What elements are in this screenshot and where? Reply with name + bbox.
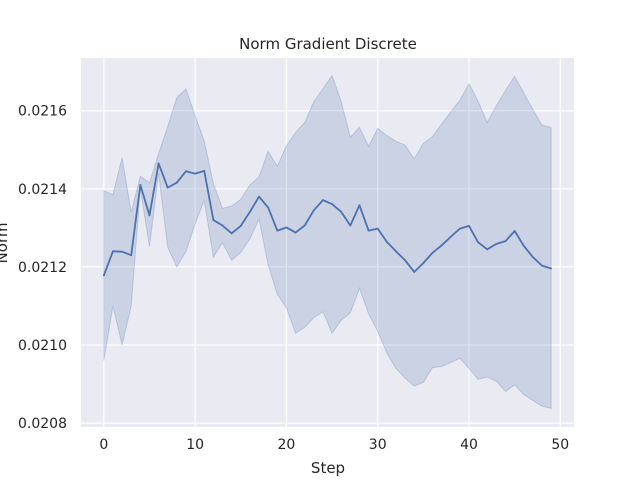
plot-background	[81, 58, 574, 427]
y-axis-ticks: 0.0208 0.0210 0.0212 0.0214 0.0216	[18, 104, 67, 432]
data-point	[385, 241, 388, 243]
data-point	[331, 203, 333, 205]
data-point	[139, 184, 142, 186]
data-point	[112, 250, 114, 253]
data-point	[185, 170, 187, 173]
x-tick-label: 10	[186, 437, 204, 453]
data-point	[148, 214, 151, 217]
data-point	[258, 195, 260, 198]
x-tick-label: 20	[278, 437, 296, 453]
x-tick-label: 50	[551, 437, 569, 453]
data-point	[276, 229, 279, 232]
data-point	[550, 267, 553, 270]
grid	[81, 58, 574, 427]
data-point	[468, 225, 470, 227]
data-point	[166, 186, 169, 189]
data-point	[431, 251, 434, 254]
y-tick-label: 0.0214	[18, 182, 67, 198]
data-point	[285, 226, 288, 229]
data-point	[522, 244, 525, 247]
y-tick-label: 0.0212	[18, 260, 67, 276]
mean-line	[102, 162, 552, 276]
data-point	[422, 262, 425, 264]
data-point	[404, 259, 406, 262]
data-point	[267, 206, 270, 209]
data-point	[495, 242, 498, 245]
confidence-band	[103, 74, 552, 409]
data-point	[212, 219, 215, 221]
data-point	[504, 240, 507, 243]
data-point	[175, 181, 178, 184]
data-point	[249, 210, 251, 213]
x-axis-label: Step	[311, 459, 345, 477]
y-tick-label: 0.0216	[18, 104, 67, 120]
mean-line-layer	[102, 162, 553, 277]
data-point	[102, 274, 105, 277]
data-point	[458, 227, 461, 230]
x-axis-ticks: 0 10 20 30 40 50	[99, 437, 569, 453]
data-point	[477, 241, 480, 244]
x-tick-label: 0	[99, 437, 108, 453]
data-point	[440, 244, 443, 247]
data-point	[322, 199, 324, 202]
data-point	[294, 231, 297, 234]
data-point	[449, 235, 452, 238]
y-tick-label: 0.0210	[18, 338, 67, 354]
confidence-band-layer	[103, 74, 552, 409]
data-point	[513, 230, 516, 232]
data-point	[312, 209, 315, 212]
data-point	[121, 250, 123, 253]
data-point	[130, 254, 133, 257]
data-point	[486, 248, 489, 251]
data-point	[221, 224, 224, 227]
data-point	[157, 162, 160, 165]
data-point	[532, 256, 534, 259]
x-tick-label: 40	[460, 437, 478, 453]
chart-title: Norm Gradient Discrete	[239, 35, 417, 53]
data-point	[230, 232, 233, 235]
data-point	[358, 204, 361, 207]
data-point	[303, 224, 306, 227]
data-point	[541, 264, 543, 267]
data-point	[340, 210, 343, 213]
data-point	[413, 271, 416, 273]
data-point	[376, 227, 379, 230]
data-point	[395, 250, 397, 253]
data-point	[203, 169, 206, 172]
data-point	[194, 172, 197, 175]
y-tick-label: 0.0208	[18, 416, 67, 432]
data-point	[349, 224, 352, 227]
y-axis-label: Norm	[0, 223, 11, 264]
data-point	[367, 229, 370, 232]
data-point	[239, 225, 242, 227]
x-tick-label: 30	[369, 437, 387, 453]
